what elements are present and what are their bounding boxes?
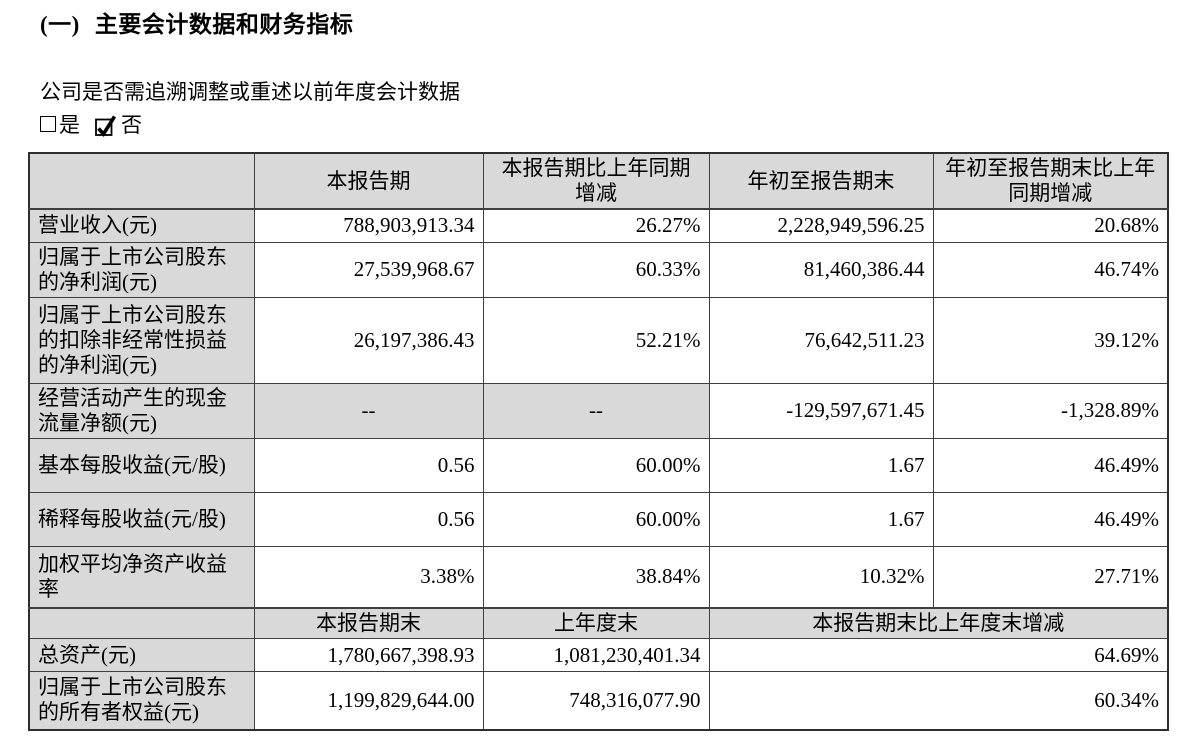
option-no-label: 否 <box>121 113 142 137</box>
value-cell: 1.67 <box>708 491 934 547</box>
value-cell: 2,228,949,596.25 <box>708 208 934 243</box>
value-cell: 10.32% <box>708 545 934 609</box>
col-header-current-period: 本报告期 <box>253 152 484 210</box>
value-cell: 1,081,230,401.34 <box>482 638 710 672</box>
value-cell: 81,460,386.44 <box>708 241 934 298</box>
row-label: 基本每股收益(元/股) <box>28 437 255 493</box>
table-row-operating-cash-flow: 经营活动产生的现金流量净额(元) -- -- -129,597,671.45 -… <box>28 382 1169 439</box>
table-header-row-1: 本报告期 本报告期比上年同期增减 年初至报告期末 年初至报告期末比上年同期增减 <box>28 152 1169 210</box>
value-cell-na: -- <box>482 382 710 439</box>
table-row-diluted-eps: 稀释每股收益(元/股) 0.56 60.00% 1.67 46.49% <box>28 491 1169 547</box>
corner-cell <box>28 607 255 639</box>
value-cell: 1,780,667,398.93 <box>253 638 484 672</box>
value-cell: 60.00% <box>482 437 710 493</box>
row-label: 加权平均净资产收益率 <box>28 545 255 609</box>
option-no: 否 <box>94 109 142 139</box>
col-header-period-end: 本报告期末 <box>253 607 484 639</box>
col-header-ytd: 年初至报告期末 <box>708 152 934 210</box>
checkbox-checked-icon <box>95 115 117 137</box>
col-header-ytd-yoy-change: 年初至报告期末比上年同期增减 <box>932 152 1169 210</box>
value-cell: 46.49% <box>932 437 1169 493</box>
value-cell-na: -- <box>253 382 484 439</box>
value-cell: 52.21% <box>482 296 710 384</box>
restatement-options: 是 否 <box>40 109 142 139</box>
key-financials-table: 本报告期 本报告期比上年同期增减 年初至报告期末 年初至报告期末比上年同期增减 … <box>28 152 1169 731</box>
value-cell: -129,597,671.45 <box>708 382 934 439</box>
option-yes-label: 是 <box>59 113 80 137</box>
section-heading: (一) 主要会计数据和财务指标 <box>40 5 353 39</box>
col-header-period-end-change: 本报告期末比上年度末增减 <box>708 607 1169 639</box>
value-cell: 76,642,511.23 <box>708 296 934 384</box>
row-label: 总资产(元) <box>28 638 255 672</box>
value-cell: 26,197,386.43 <box>253 296 484 384</box>
table-row-weighted-avg-roe: 加权平均净资产收益率 3.38% 38.84% 10.32% 27.71% <box>28 545 1169 609</box>
value-cell: 1.67 <box>708 437 934 493</box>
value-cell: 27,539,968.67 <box>253 241 484 298</box>
table-row-net-profit-excl-nonrecurring: 归属于上市公司股东的扣除非经常性损益的净利润(元) 26,197,386.43 … <box>28 296 1169 384</box>
value-cell: 46.74% <box>932 241 1169 298</box>
table-row-revenue: 营业收入(元) 788,903,913.34 26.27% 2,228,949,… <box>28 208 1169 243</box>
restatement-question: 公司是否需追溯调整或重述以前年度会计数据 <box>40 80 460 104</box>
checkbox-unchecked-icon <box>40 116 56 132</box>
row-label: 经营活动产生的现金流量净额(元) <box>28 382 255 439</box>
row-label: 归属于上市公司股东的所有者权益(元) <box>28 671 255 730</box>
row-label: 营业收入(元) <box>28 208 255 243</box>
row-label: 稀释每股收益(元/股) <box>28 491 255 547</box>
row-label: 归属于上市公司股东的扣除非经常性损益的净利润(元) <box>28 296 255 384</box>
value-cell: 60.33% <box>482 241 710 298</box>
corner-cell <box>28 152 255 210</box>
value-cell: 0.56 <box>253 491 484 547</box>
table-header-row-2: 本报告期末 上年度末 本报告期末比上年度末增减 <box>28 607 1169 639</box>
value-cell: -1,328.89% <box>932 382 1169 439</box>
value-cell: 60.34% <box>708 671 1169 730</box>
value-cell: 1,199,829,644.00 <box>253 671 484 730</box>
table-row-basic-eps: 基本每股收益(元/股) 0.56 60.00% 1.67 46.49% <box>28 437 1169 493</box>
value-cell: 39.12% <box>932 296 1169 384</box>
section-number: (一) <box>40 12 80 37</box>
value-cell: 27.71% <box>932 545 1169 609</box>
value-cell: 46.49% <box>932 491 1169 547</box>
value-cell: 60.00% <box>482 491 710 547</box>
table-row-owners-equity: 归属于上市公司股东的所有者权益(元) 1,199,829,644.00 748,… <box>28 671 1169 730</box>
option-yes: 是 <box>40 109 80 139</box>
col-header-yoy-change: 本报告期比上年同期增减 <box>482 152 710 210</box>
value-cell: 20.68% <box>932 208 1169 243</box>
table-row-net-profit: 归属于上市公司股东的净利润(元) 27,539,968.67 60.33% 81… <box>28 241 1169 298</box>
row-label: 归属于上市公司股东的净利润(元) <box>28 241 255 298</box>
value-cell: 38.84% <box>482 545 710 609</box>
value-cell: 748,316,077.90 <box>482 671 710 730</box>
section-title: 主要会计数据和财务指标 <box>94 12 354 37</box>
value-cell: 64.69% <box>708 638 1169 672</box>
value-cell: 0.56 <box>253 437 484 493</box>
table-row-total-assets: 总资产(元) 1,780,667,398.93 1,081,230,401.34… <box>28 638 1169 672</box>
col-header-prior-year-end: 上年度末 <box>482 607 710 639</box>
value-cell: 788,903,913.34 <box>253 208 484 243</box>
value-cell: 3.38% <box>253 545 484 609</box>
value-cell: 26.27% <box>482 208 710 243</box>
